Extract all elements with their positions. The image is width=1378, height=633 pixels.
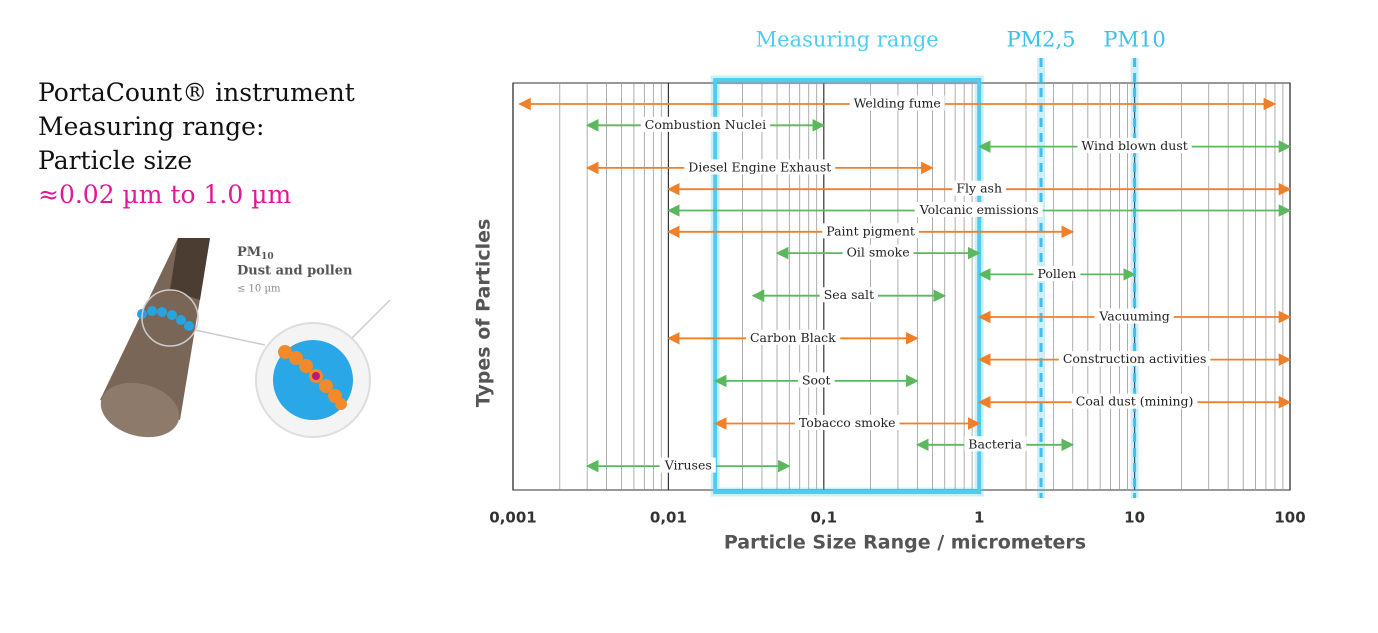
label-bg [1071,393,1198,409]
label-bg [1094,308,1174,324]
range-text: ≈0.02 µm to 1.0 µm [38,180,292,209]
fiber-illustration [100,238,391,438]
pm-desc: Dust and pollen [237,264,353,279]
label-bg [794,415,900,430]
y-axis-title: Types of Particles [473,219,495,408]
x-tick-label: 1 [974,509,984,527]
range-label: Paint pigment [826,223,915,238]
x-tick-label: 0,1 [811,509,838,527]
x-axis-title: Particle Size Range / micrometers [724,532,1086,554]
label-bg [1058,351,1211,367]
marker-label: PM10 [1103,28,1165,52]
range-label: Fly ash [956,181,1002,196]
label-bg [822,223,919,239]
pm-sub: 10 [261,252,274,262]
range-label: Coal dust (mining) [1076,394,1194,409]
label-bg [1077,138,1192,154]
pm-base: PM [237,245,261,260]
range-label: Bacteria [968,436,1022,451]
label-bg [640,116,771,132]
marker-label: PM2,5 [1007,28,1076,52]
label-bg [659,457,716,473]
label-bg [819,287,878,303]
range-label: Tobacco smoke [799,415,896,430]
range-label: Construction activities [1063,351,1207,366]
range-label: Welding fume [854,96,941,111]
label-bg [964,436,1027,452]
pm-size: ≤ 10 µm [237,284,281,295]
label-bg [1033,265,1081,281]
range-label: Sea salt [824,287,874,302]
range-label: Wind blown dust [1081,138,1187,153]
range-label: Volcanic emissions [919,202,1039,217]
x-tick-label: 0,001 [489,509,536,527]
measuring-range-label: Measuring range [756,28,939,52]
label-bg [797,372,835,388]
range-label: Diesel Engine Exhaust [688,159,831,174]
measuring-range [713,78,982,494]
label-bg [914,202,1043,217]
range-label: Combustion Nuclei [645,117,766,132]
range-label: Carbon Black [750,330,836,345]
left-line: Particle size [38,146,193,175]
pm-label: PM10 [237,245,274,262]
left-line: Measuring range: [38,112,265,141]
label-bg [684,159,836,175]
x-tick-label: 10 [1124,509,1145,527]
left-line: PortaCount® instrument [38,78,355,107]
label-bg [842,244,914,260]
label-bg [745,329,841,345]
range-label: Vacuuming [1098,309,1169,324]
label-bg [849,95,945,111]
range-label: Viruses [664,458,712,473]
range-label: Soot [802,372,831,387]
range-label: Oil smoke [847,245,910,260]
x-tick-label: 0,01 [650,509,687,527]
x-tick-label: 100 [1274,509,1305,527]
label-bg [952,180,1007,196]
range-label: Pollen [1037,266,1076,281]
